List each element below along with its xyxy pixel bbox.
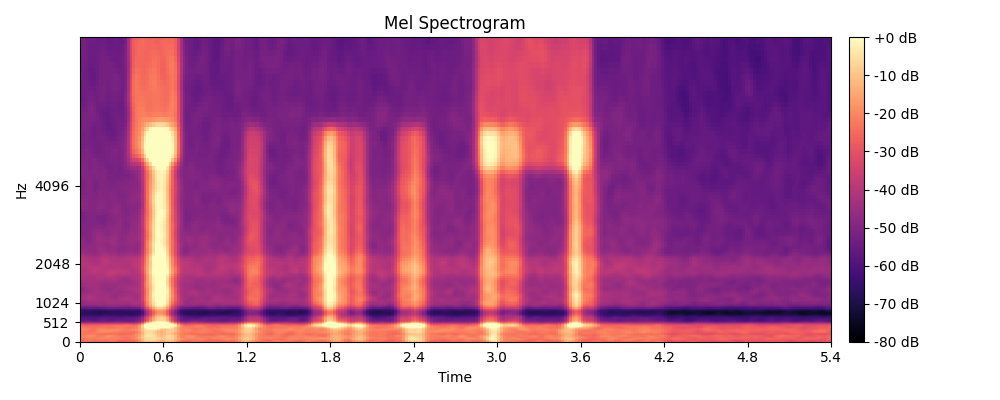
X-axis label: Time: Time bbox=[438, 371, 472, 385]
Y-axis label: Hz: Hz bbox=[15, 181, 29, 198]
Title: Mel Spectrogram: Mel Spectrogram bbox=[384, 15, 526, 33]
